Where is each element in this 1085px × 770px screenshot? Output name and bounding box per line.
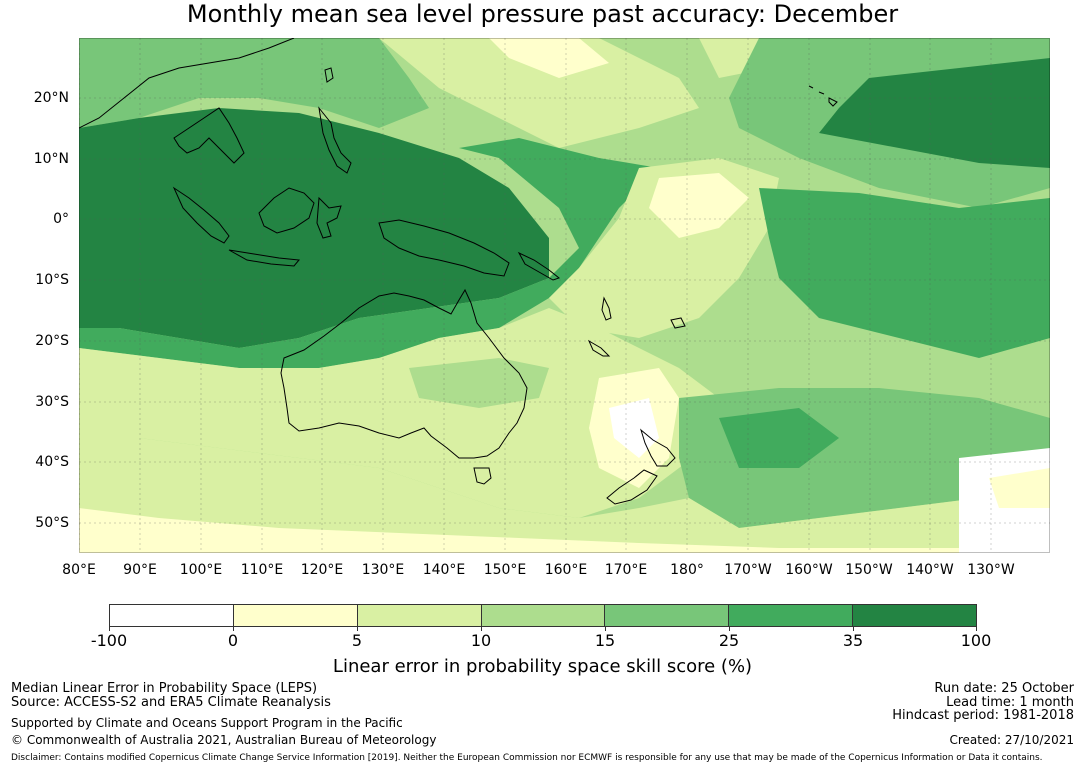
chart-title: Monthly mean sea level pressure past acc… xyxy=(186,0,899,28)
colorbar-tick-label: 35 xyxy=(842,631,864,650)
colorbar-tick-mark xyxy=(853,627,854,631)
colorbar-label: Linear error in probability space skill … xyxy=(332,656,753,677)
lat-label-50s: 50°S xyxy=(35,515,69,531)
disclaimer: Disclaimer: Contains modified Copernicus… xyxy=(11,753,1043,763)
lon-label-170e: 170°E xyxy=(604,562,648,578)
colorbar-tick-mark xyxy=(233,627,234,631)
coast-hawaii xyxy=(808,85,838,107)
lon-label-140e: 140°E xyxy=(422,562,466,578)
coast-tasmania xyxy=(473,467,492,485)
support-note: Supported by Climate and Oceans Support … xyxy=(11,716,403,730)
colorbar-segment xyxy=(110,605,234,626)
field-lightyellow-south xyxy=(79,508,1050,553)
colorbar-tick-label: 5 xyxy=(351,631,363,650)
map-canvas xyxy=(79,38,1050,553)
coast-mainland-asia xyxy=(79,38,295,164)
lon-label-180: 180° xyxy=(670,562,704,578)
coast-sulawesi xyxy=(316,196,342,239)
coast-fiji xyxy=(670,317,686,329)
lon-label-120e: 120°E xyxy=(300,562,344,578)
colorbar-tick-mark xyxy=(605,627,606,631)
colorbar-tick-mark xyxy=(729,627,730,631)
copyright-note: © Commonwealth of Australia 2021, Austra… xyxy=(11,733,437,747)
colorbar-tick-mark xyxy=(109,627,110,631)
coast-new-zealand-north xyxy=(640,428,676,467)
colorbar-tick-label: -100 xyxy=(90,631,128,650)
coast-borneo xyxy=(258,187,315,234)
colorbar-tick-label: 100 xyxy=(960,631,992,650)
lat-label-30s: 30°S xyxy=(35,394,69,410)
colorbar-segment xyxy=(357,605,482,626)
lon-label-140w: 140°W xyxy=(906,562,954,578)
field-mediumgreen-tropics xyxy=(79,138,659,368)
coast-solomon xyxy=(517,251,561,281)
field-yellowgreen-australia xyxy=(79,308,719,518)
coast-new-zealand-south xyxy=(606,469,658,505)
data-source: Source: ACCESS-S2 and ERA5 Climate Reana… xyxy=(11,695,331,710)
skill-map[interactable] xyxy=(79,38,1050,553)
colorbar-tick-label: 25 xyxy=(718,631,740,650)
colorbar-tick-label: 10 xyxy=(470,631,492,650)
colorbar-segment xyxy=(481,605,606,626)
field-yellowgreen-north xyxy=(379,38,699,148)
lon-label-160e: 160°E xyxy=(544,562,588,578)
field-white-tasman xyxy=(609,398,659,458)
map-frame xyxy=(79,38,1050,553)
colorbar-tick-label: 15 xyxy=(594,631,616,650)
field-mediumgreen-southpacific xyxy=(719,408,839,468)
run-date: Run date: 25 October xyxy=(934,681,1074,696)
lon-label-130w: 130°W xyxy=(967,562,1015,578)
lon-label-80e: 80°E xyxy=(62,562,96,578)
coast-java xyxy=(228,249,300,267)
lead-time: Lead time: 1 month xyxy=(946,695,1074,710)
hindcast-period: Hindcast period: 1981-2018 xyxy=(892,708,1074,723)
field-yellowgreen-south xyxy=(79,438,1050,553)
lon-label-160w: 160°W xyxy=(785,562,833,578)
colorbar-segment xyxy=(853,605,977,626)
colorbar-tick-label: 0 xyxy=(227,631,239,650)
coast-philippines xyxy=(318,106,352,174)
coast-australia xyxy=(280,288,528,459)
lon-label-130e: 130°E xyxy=(361,562,405,578)
created-date: Created: 27/10/2021 xyxy=(949,733,1074,747)
colorbar-segment xyxy=(233,605,358,626)
colorbar-segment xyxy=(605,605,730,626)
lat-label-20s: 20°S xyxy=(35,333,69,349)
field-darkgreen-northeast xyxy=(819,58,1050,168)
lon-label-150w: 150°W xyxy=(845,562,893,578)
lat-label-0: 0° xyxy=(53,211,69,227)
lon-label-170w: 170°W xyxy=(724,562,772,578)
colorbar-tick-mark xyxy=(357,627,358,631)
colorbar-tick-mark xyxy=(481,627,482,631)
coast-taiwan xyxy=(324,67,334,83)
field-green-northwest xyxy=(79,38,429,128)
field-lightyellow-southeast xyxy=(989,468,1050,508)
field-lightyellow-north xyxy=(489,38,609,78)
coast-vanuatu xyxy=(601,296,612,321)
lon-label-90e: 90°E xyxy=(123,562,157,578)
field-lightyellow-central xyxy=(649,173,749,238)
lon-label-100e: 100°E xyxy=(179,562,223,578)
lat-label-20n: 20°N xyxy=(33,90,69,106)
lon-label-150e: 150°E xyxy=(483,562,527,578)
coast-new-guinea xyxy=(378,219,510,277)
field-darkgreen-tropics xyxy=(79,108,549,348)
field-lightgreen-australia xyxy=(409,358,549,408)
metric-name: Median Linear Error in Probability Space… xyxy=(11,681,318,696)
field-mediumgreen-east xyxy=(759,188,1050,358)
colorbar-segment xyxy=(729,605,854,626)
lat-label-10s: 10°S xyxy=(35,272,69,288)
colorbar-tick-mark xyxy=(976,627,977,631)
coast-sumatra xyxy=(172,186,230,244)
coastlines xyxy=(79,38,838,505)
lat-label-10n: 10°N xyxy=(33,151,69,167)
colorbar xyxy=(109,604,977,627)
lat-label-40s: 40°S xyxy=(35,454,69,470)
coast-new-caledonia xyxy=(587,339,611,357)
lon-label-110e: 110°E xyxy=(240,562,284,578)
